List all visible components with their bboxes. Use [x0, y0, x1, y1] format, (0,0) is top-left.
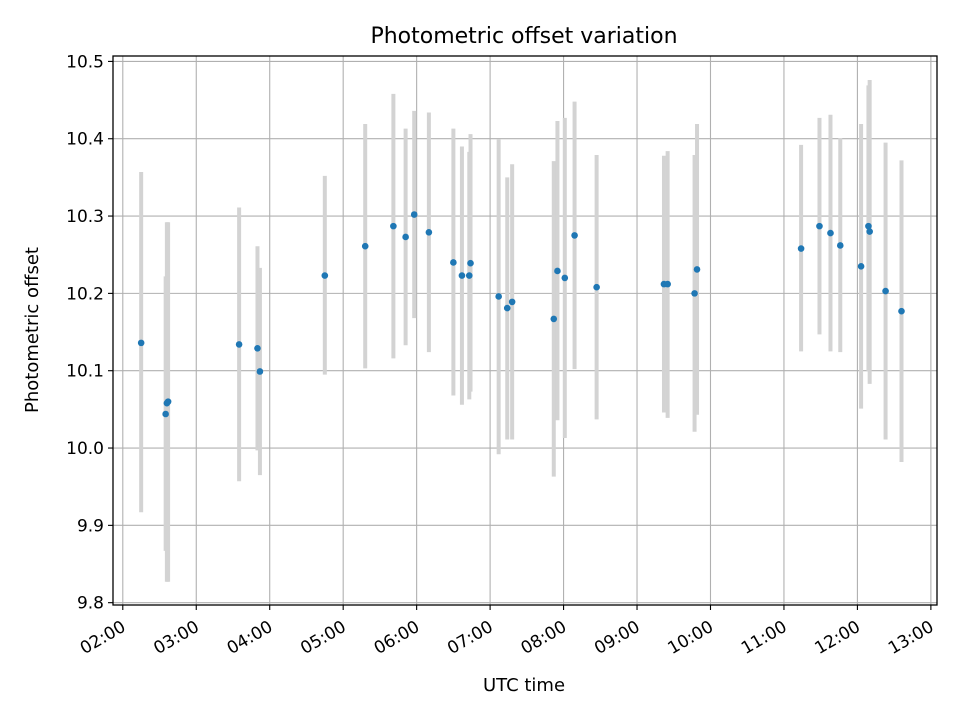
data-point — [550, 315, 558, 323]
data-point — [164, 398, 172, 405]
y-tick-label: 9.9 — [77, 516, 104, 536]
data-point — [865, 222, 872, 230]
data-point — [503, 304, 511, 312]
x-axis-label: UTC time — [483, 675, 565, 696]
data-point — [137, 339, 145, 347]
data-point — [816, 222, 823, 230]
data-point — [410, 211, 418, 218]
y-tick-label: 10.0 — [66, 439, 104, 459]
data-point — [882, 287, 889, 295]
y-tick-label: 9.8 — [77, 594, 104, 614]
data-point — [361, 242, 369, 250]
data-point — [554, 267, 561, 275]
data-point — [162, 410, 169, 418]
data-point — [465, 272, 473, 279]
y-tick-label: 10.3 — [66, 207, 104, 227]
data-point — [836, 242, 844, 249]
data-point — [898, 307, 905, 315]
data-point — [693, 266, 701, 273]
data-point — [256, 368, 264, 375]
data-point — [593, 283, 600, 291]
y-tick-label: 10.5 — [66, 52, 104, 72]
data-point — [827, 229, 834, 237]
data-point — [571, 232, 578, 239]
data-point — [467, 259, 474, 267]
data-point — [235, 341, 243, 348]
data-point — [508, 298, 516, 306]
plot-frame — [112, 55, 938, 606]
y-axis: 9.8 9.9 10.0 10.1 10.2 10.3 10.4 10.5 — [66, 52, 113, 614]
data-point — [450, 259, 457, 266]
y-tick-label: 10.4 — [66, 130, 104, 150]
chart-title: Photometric offset variation — [370, 24, 677, 49]
data-points — [137, 211, 905, 418]
data-point — [458, 272, 466, 279]
data-point — [390, 222, 397, 230]
data-point — [561, 274, 569, 282]
y-tick-label: 10.1 — [66, 362, 104, 382]
data-point — [402, 233, 409, 241]
y-tick-label: 10.2 — [66, 284, 104, 304]
data-point — [425, 228, 433, 236]
data-point — [691, 290, 698, 297]
data-point — [495, 293, 502, 300]
data-point — [866, 228, 873, 235]
data-point — [857, 263, 865, 270]
grid — [113, 56, 937, 605]
data-point — [797, 245, 805, 252]
data-point — [254, 344, 261, 352]
data-point — [321, 272, 329, 279]
y-axis-label: Photometric offset — [22, 247, 43, 413]
data-point — [664, 280, 671, 288]
